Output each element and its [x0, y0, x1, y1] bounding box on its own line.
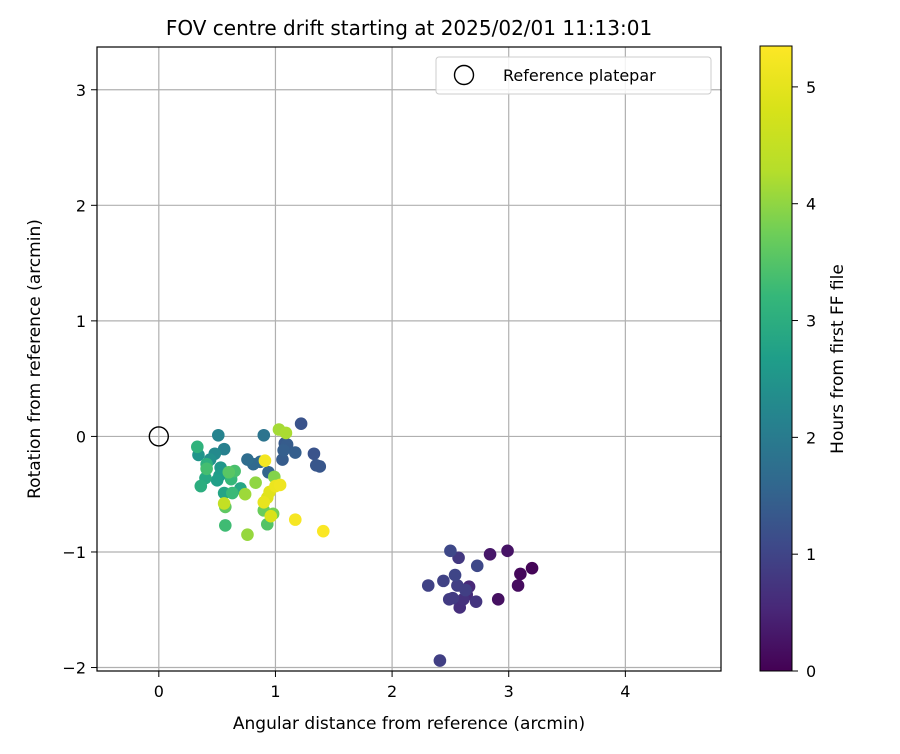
colorbar-tick-label: 4 — [806, 195, 816, 214]
legend-box — [435, 56, 712, 95]
scatter-point — [316, 524, 330, 538]
colorbar-label: Hours from first FF file — [828, 264, 848, 454]
scatter-point — [264, 509, 278, 523]
scatter-point — [446, 591, 460, 605]
scatter-point — [514, 567, 527, 581]
scatter-point — [511, 579, 525, 592]
scatter-point — [483, 547, 497, 561]
scatter-point — [288, 446, 302, 459]
y-tick-label: −1 — [62, 543, 86, 562]
scatter-point — [433, 654, 447, 667]
data-points — [148, 417, 539, 667]
scatter-point — [288, 513, 302, 526]
scatter-point — [294, 417, 308, 431]
scatter-point — [470, 559, 484, 573]
scatter-point — [258, 454, 272, 467]
scatter-point — [212, 428, 225, 442]
reference-platepar-marker — [148, 426, 170, 447]
plot-area-frame — [96, 46, 722, 672]
scatter-point — [257, 495, 271, 509]
scatter-point — [257, 428, 271, 442]
scatter-point — [241, 528, 254, 541]
y-tick-label: 3 — [76, 81, 86, 100]
scatter-point — [238, 487, 252, 501]
legend: Reference platepar — [435, 56, 712, 95]
scatter-point — [249, 476, 262, 489]
scatter-point — [194, 479, 208, 493]
colorbar-ticks: 0 1 2 3 4 5 — [792, 78, 816, 681]
scatter-point — [273, 478, 287, 492]
x-tick-label: 2 — [387, 682, 397, 701]
scatter-point — [459, 583, 472, 597]
scatter-point — [421, 579, 435, 592]
x-axis-label: Angular distance from reference (arcmin) — [233, 714, 585, 734]
chart-title: FOV centre drift starting at 2025/02/01 … — [166, 16, 652, 40]
y-tick-label: 2 — [76, 196, 86, 215]
colorbar-tick-label: 3 — [806, 312, 816, 331]
scatter-point — [444, 544, 457, 558]
scatter-point — [279, 426, 293, 440]
x-tick-label: 0 — [154, 682, 164, 701]
scatter-point — [501, 544, 514, 558]
scatter-point — [241, 453, 254, 466]
scatter-point — [210, 474, 224, 487]
scatter-point — [525, 561, 539, 575]
scatter-point — [276, 453, 289, 466]
y-tick-label: 1 — [76, 312, 86, 331]
axis-ticks: 0 1 2 3 4 −2 −1 0 1 2 3 — [62, 81, 630, 701]
scatter-point — [491, 593, 505, 606]
x-tick-label: 4 — [620, 682, 630, 701]
scatter-point — [218, 519, 232, 532]
grid-lines — [97, 47, 721, 671]
y-tick-label: 0 — [76, 427, 86, 446]
colorbar-tick-label: 1 — [806, 545, 816, 564]
scatter-point — [307, 447, 321, 461]
scatter-point — [437, 574, 450, 588]
scatter-point — [469, 595, 483, 608]
scatter-point — [222, 465, 236, 479]
scatter-point — [448, 568, 462, 582]
y-tick-label: −2 — [62, 659, 86, 678]
scatter-point — [217, 497, 231, 510]
colorbar-tick-label: 5 — [806, 78, 816, 97]
y-axis-label: Rotation from reference (arcmin) — [25, 219, 45, 499]
colorbar: 0 1 2 3 4 5 Hours from first FF file — [759, 45, 848, 681]
scatter-point — [200, 462, 213, 476]
scatter-point — [191, 440, 204, 454]
scatter-point — [277, 443, 290, 457]
scatter-point — [309, 459, 323, 472]
scatter-point — [217, 442, 231, 456]
legend-label-reference: Reference platepar — [503, 66, 656, 85]
x-tick-label: 3 — [504, 682, 514, 701]
colorbar-tick-label: 0 — [806, 662, 816, 681]
colorbar-gradient — [759, 45, 793, 672]
x-tick-label: 1 — [270, 682, 280, 701]
colorbar-tick-label: 2 — [806, 428, 816, 447]
scatter-point — [225, 486, 239, 500]
legend-marker-reference — [453, 64, 475, 86]
